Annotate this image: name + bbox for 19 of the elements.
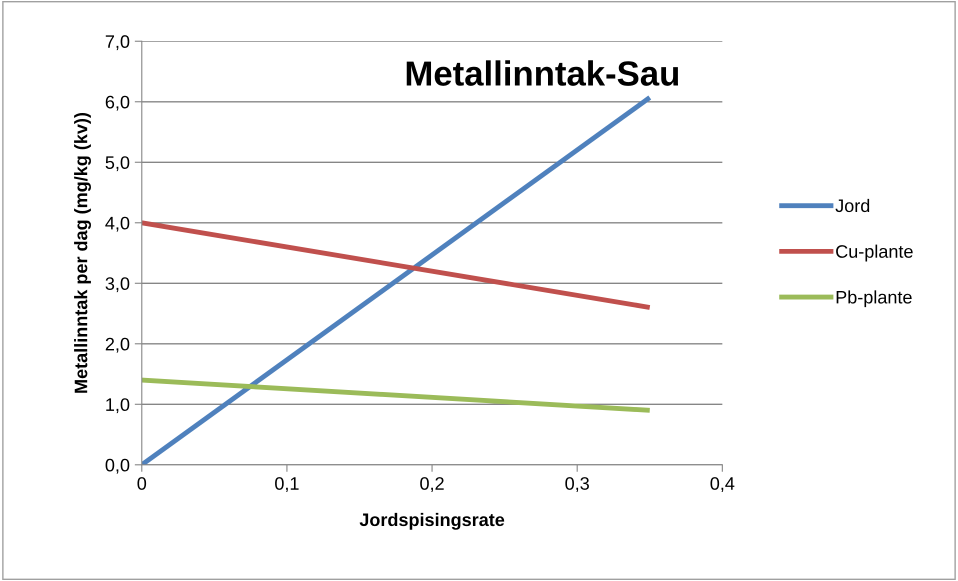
y-tick-label: 3,0	[106, 277, 130, 292]
x-tick-label: 0,3	[565, 477, 589, 492]
x-tick-label: 0,4	[710, 477, 734, 492]
chart-title: Metallinntak-Sau	[406, 60, 678, 86]
x-tick-label: 0	[137, 477, 146, 490]
x-tick-label: 0,2	[420, 477, 444, 492]
y-tick-label: 0,0	[106, 458, 130, 474]
legend-label: Jord	[835, 198, 870, 212]
y-tick-label: 7,0	[106, 35, 130, 50]
y-tick-label: 1,0	[106, 398, 130, 414]
y-tick-label: 4,0	[105, 216, 130, 232]
y-tick-label: 6,0	[106, 96, 130, 111]
legend-label: Pb-plante	[836, 290, 912, 308]
x-axis-title: Jordspisingsrate	[360, 512, 504, 530]
y-tick-label: 2,0	[106, 338, 130, 353]
y-tick-label: 5,0	[106, 156, 130, 172]
y-axis-title: Metallinntak per dag (mg/kg (kv))	[74, 112, 91, 393]
legend-label: Cu-plante	[836, 244, 913, 262]
x-tick-label: 0,1	[275, 477, 299, 492]
